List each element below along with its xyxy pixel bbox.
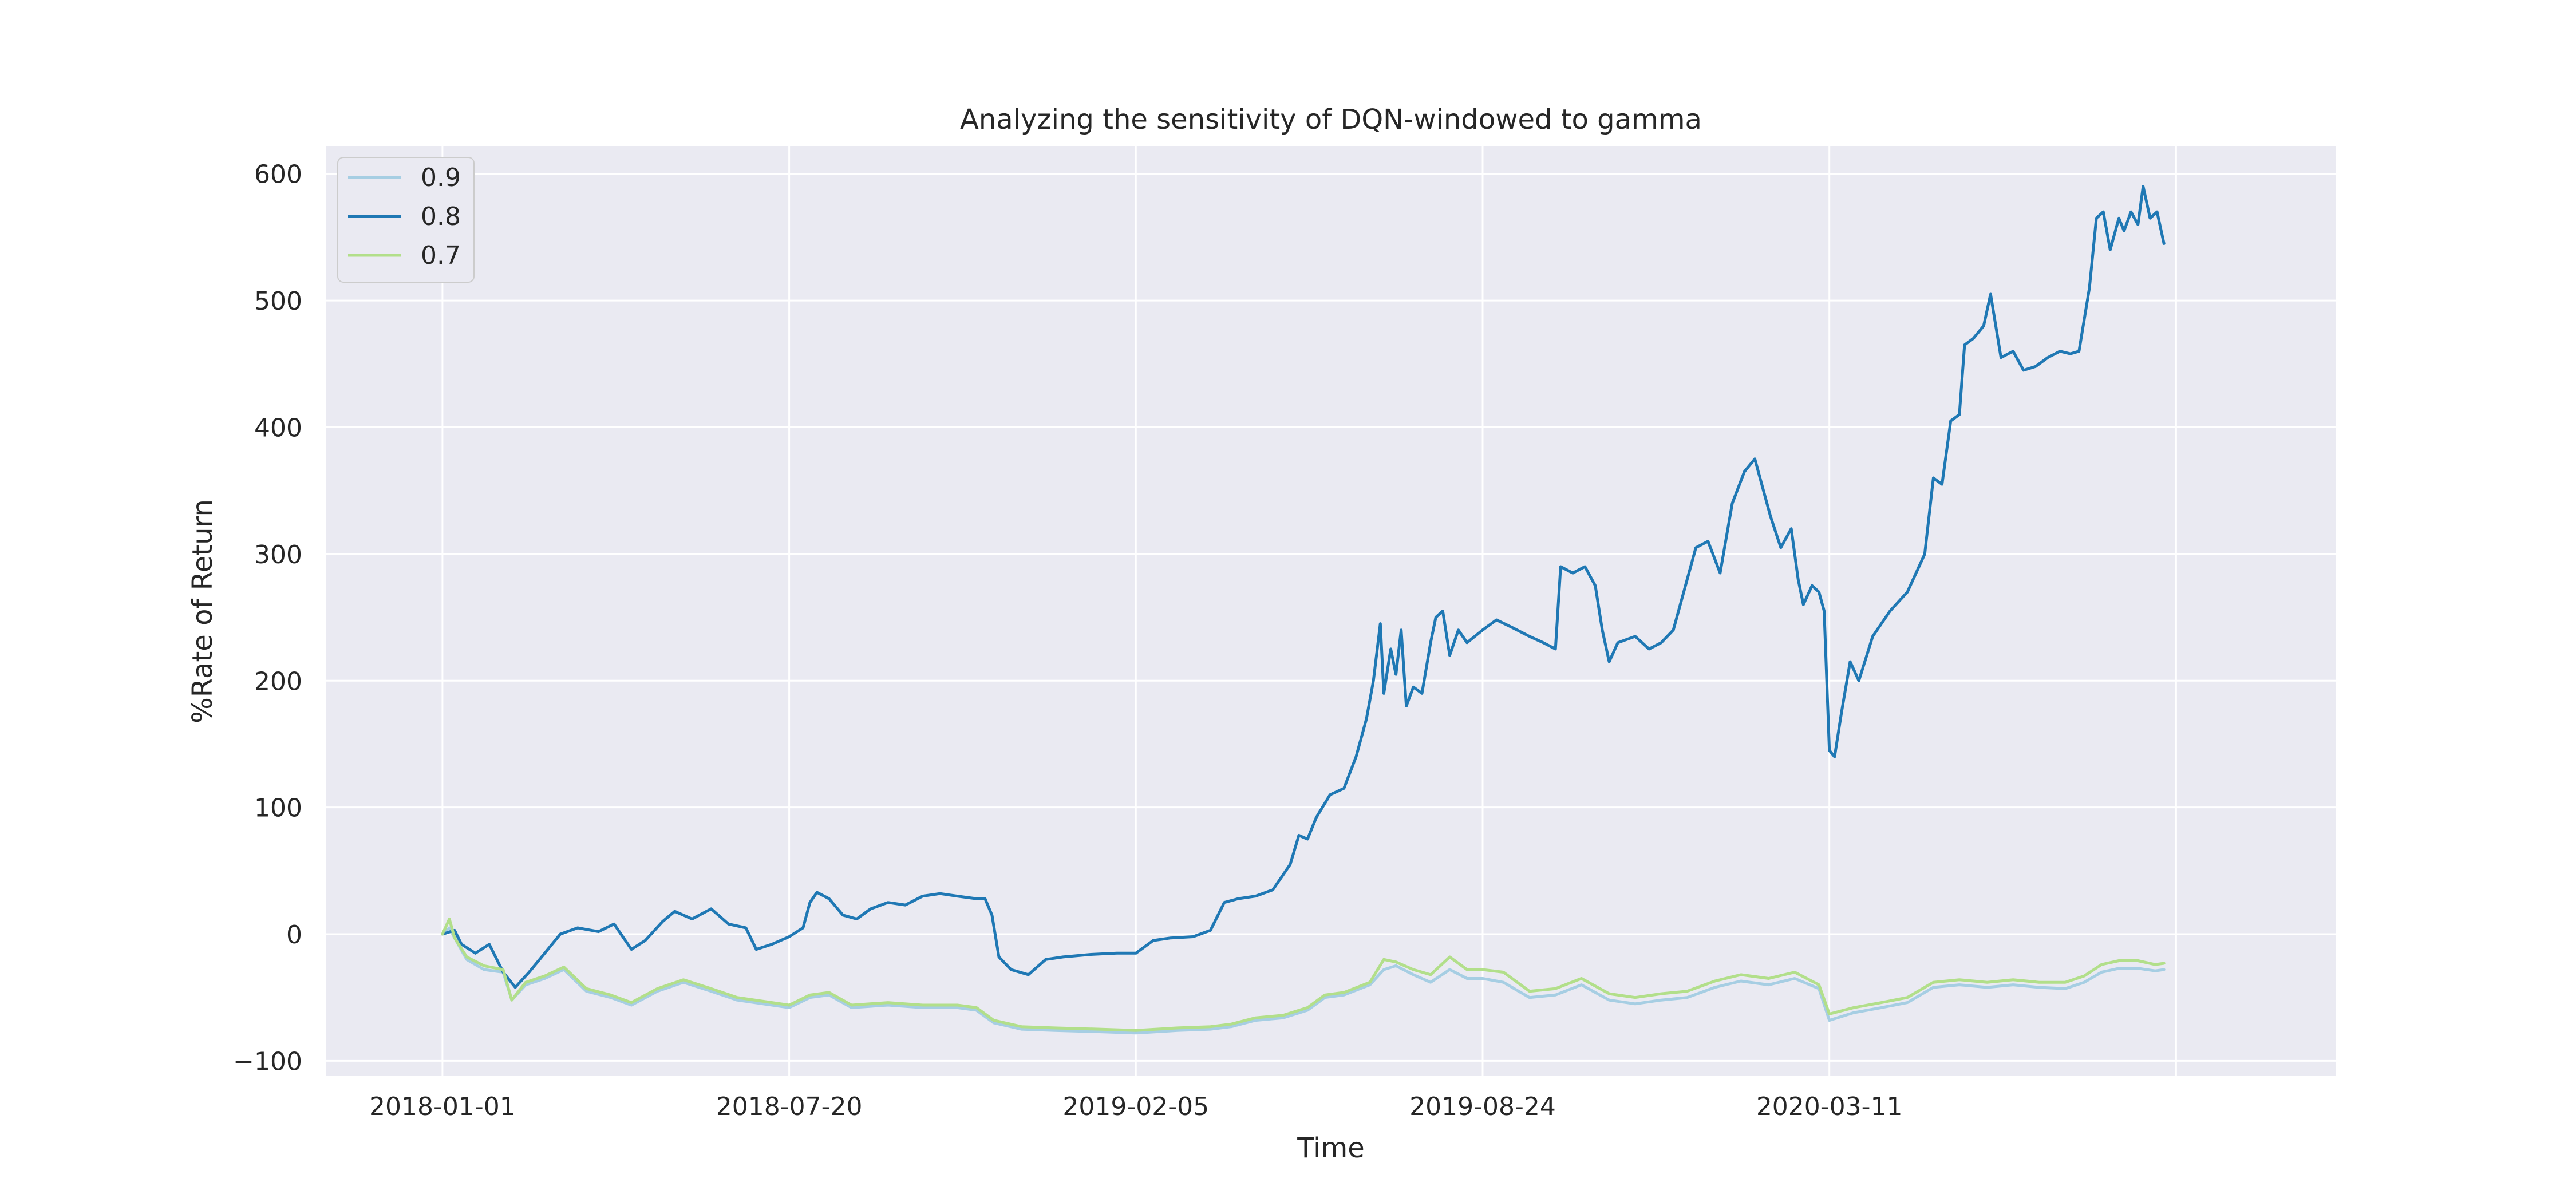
legend: 0.9 0.8 0.7 — [337, 157, 475, 283]
series-layer — [441, 185, 2166, 1035]
series-line-0.7 — [441, 918, 2166, 1032]
y-tick-label: 600 — [254, 160, 302, 189]
chart-title: Analyzing the sensitivity of DQN-windowe… — [960, 104, 1702, 136]
x-tick-label: 2018-07-20 — [716, 1092, 863, 1121]
legend-box — [337, 157, 475, 283]
y-tick-label: 500 — [254, 287, 302, 316]
y-tick-label: 100 — [254, 794, 302, 823]
y-tick-label: 200 — [254, 667, 302, 696]
x-tick-label: 2018-01-01 — [369, 1092, 516, 1121]
x-axis-label: Time — [1297, 1132, 1364, 1164]
x-tick-label: 2020-03-11 — [1756, 1092, 1903, 1121]
y-tick-label: −100 — [233, 1047, 302, 1076]
legend-label: 0.8 — [421, 202, 461, 231]
x-tick-label: 2019-08-24 — [1409, 1092, 1556, 1121]
series-line-0.8 — [441, 185, 2166, 989]
series-line-0.9 — [441, 926, 2166, 1035]
x-tick-label: 2019-02-05 — [1062, 1092, 1209, 1121]
y-tick-label: 300 — [254, 540, 302, 570]
plot-background — [326, 146, 2336, 1076]
y-tick-label: 0 — [286, 920, 302, 950]
y-tick-labels: 600 500 400 300 200 100 0 −100 — [233, 160, 302, 1077]
legend-label: 0.9 — [421, 163, 461, 192]
x-tick-labels: 2018-01-01 2018-07-20 2019-02-05 2019-08-24… — [369, 1092, 1902, 1121]
legend-label: 0.7 — [421, 241, 461, 270]
grid-lines — [326, 146, 2336, 1076]
y-axis-label: %Rate of Return — [187, 499, 219, 723]
y-tick-label: 400 — [254, 413, 302, 442]
